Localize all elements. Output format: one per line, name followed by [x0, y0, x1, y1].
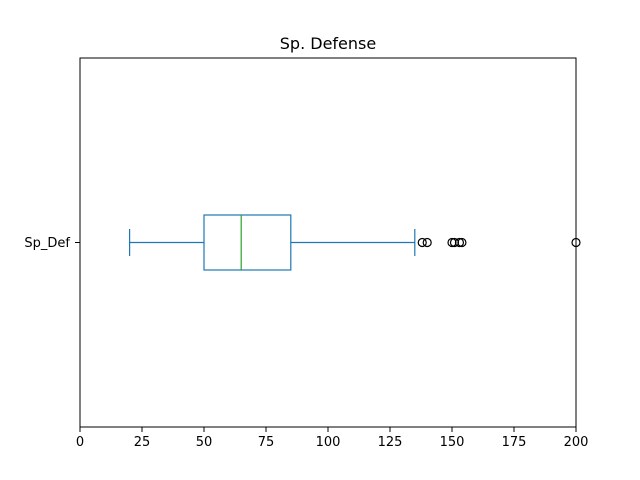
outlier-point — [457, 237, 467, 248]
x-tick-label: 0 — [76, 435, 84, 450]
x-tick-label: 150 — [440, 435, 465, 450]
outlier-point — [422, 237, 432, 248]
x-axis: 0 25 50 75 100 125 150 175 200 — [76, 427, 589, 450]
x-tick-label: 100 — [316, 435, 341, 450]
x-tick-label: 50 — [196, 435, 213, 450]
outlier-point — [571, 237, 581, 248]
x-tick-label: 25 — [134, 435, 151, 450]
x-tick-label: 125 — [378, 435, 403, 450]
x-tick-label: 175 — [502, 435, 527, 450]
y-axis: Sp_Def — [24, 236, 80, 251]
iqr-box — [203, 214, 292, 271]
x-tick-label: 200 — [564, 435, 589, 450]
x-tick-label: 75 — [258, 435, 275, 450]
outlier-point — [417, 237, 427, 248]
outlier-point — [454, 237, 465, 248]
chart-title: Sp. Defense — [280, 34, 376, 53]
y-tick-label: Sp_Def — [24, 236, 70, 251]
boxplot-group — [129, 214, 581, 271]
